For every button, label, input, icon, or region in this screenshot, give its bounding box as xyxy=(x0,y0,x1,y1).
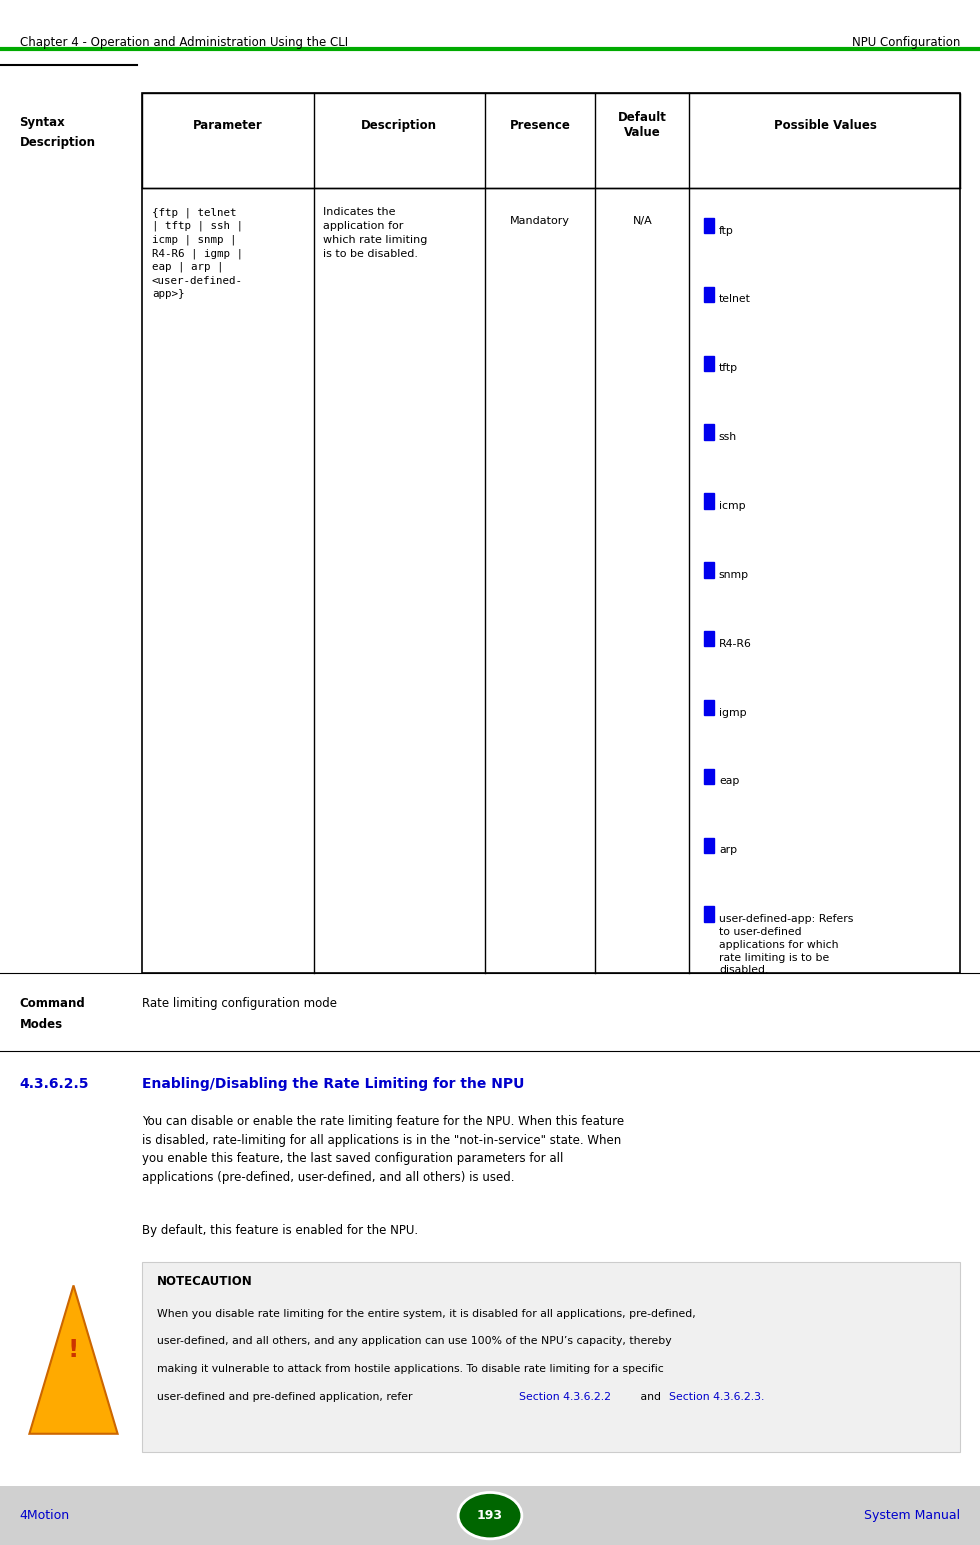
Polygon shape xyxy=(29,1285,118,1434)
Bar xyxy=(705,769,714,785)
Text: By default, this feature is enabled for the NPU.: By default, this feature is enabled for … xyxy=(142,1224,418,1236)
Text: igmp: igmp xyxy=(719,708,747,717)
Bar xyxy=(705,218,714,233)
Text: You can disable or enable the rate limiting feature for the NPU. When this featu: You can disable or enable the rate limit… xyxy=(142,1115,624,1183)
Text: icmp: icmp xyxy=(719,501,746,511)
Text: {ftp | telnet
| tftp | ssh |
icmp | snmp |
R4-R6 | igmp |
eap | arp |
<user-defi: {ftp | telnet | tftp | ssh | icmp | snmp… xyxy=(152,207,243,298)
Bar xyxy=(705,355,714,371)
Text: Presence: Presence xyxy=(510,119,570,131)
Bar xyxy=(142,1262,960,1452)
Text: Description: Description xyxy=(20,136,96,148)
Text: Parameter: Parameter xyxy=(193,119,263,131)
Text: ftp: ftp xyxy=(719,226,734,235)
Text: user-defined and pre-defined application, refer: user-defined and pre-defined application… xyxy=(157,1392,416,1401)
Text: Enabling/Disabling the Rate Limiting for the NPU: Enabling/Disabling the Rate Limiting for… xyxy=(142,1077,524,1091)
Text: user-defined-app: Refers
to user-defined
applications for which
rate limiting is: user-defined-app: Refers to user-defined… xyxy=(719,915,854,975)
Text: Rate limiting configuration mode: Rate limiting configuration mode xyxy=(142,997,337,1009)
Text: Syntax: Syntax xyxy=(20,116,66,128)
Text: eap: eap xyxy=(719,777,739,786)
Text: Modes: Modes xyxy=(20,1018,63,1031)
Bar xyxy=(705,287,714,303)
Bar xyxy=(142,93,960,188)
Text: !: ! xyxy=(68,1338,79,1361)
Text: Mandatory: Mandatory xyxy=(511,216,570,226)
Bar xyxy=(705,493,714,508)
Text: arp: arp xyxy=(719,845,737,856)
Text: ssh: ssh xyxy=(719,433,737,442)
Ellipse shape xyxy=(458,1492,521,1539)
Text: N/A: N/A xyxy=(633,216,653,226)
Text: System Manual: System Manual xyxy=(864,1509,960,1522)
Text: Chapter 4 - Operation and Administration Using the CLI: Chapter 4 - Operation and Administration… xyxy=(20,36,348,48)
Bar xyxy=(705,562,714,578)
Bar xyxy=(705,837,714,853)
Bar xyxy=(142,93,960,973)
Text: Default
Value: Default Value xyxy=(618,111,667,139)
Text: When you disable rate limiting for the entire system, it is disabled for all app: When you disable rate limiting for the e… xyxy=(157,1309,696,1318)
Bar xyxy=(705,907,714,922)
Text: Possible Values: Possible Values xyxy=(773,119,876,131)
Text: 193: 193 xyxy=(477,1509,503,1522)
Text: making it vulnerable to attack from hostile applications. To disable rate limiti: making it vulnerable to attack from host… xyxy=(157,1364,663,1374)
Text: telnet: telnet xyxy=(719,295,751,304)
Text: NOTECAUTION: NOTECAUTION xyxy=(157,1275,253,1287)
Bar xyxy=(705,700,714,715)
Text: NPU Configuration: NPU Configuration xyxy=(852,36,960,48)
Bar xyxy=(705,425,714,440)
Text: Description: Description xyxy=(362,119,437,131)
Text: user-defined, and all others, and any application can use 100% of the NPU’s capa: user-defined, and all others, and any ap… xyxy=(157,1336,671,1346)
Text: 4.3.6.2.5: 4.3.6.2.5 xyxy=(20,1077,89,1091)
Text: tftp: tftp xyxy=(719,363,738,374)
Bar xyxy=(0,1486,980,1545)
Text: Command: Command xyxy=(20,997,85,1009)
Text: 4Motion: 4Motion xyxy=(20,1509,70,1522)
Text: Indicates the
application for
which rate limiting
is to be disabled.: Indicates the application for which rate… xyxy=(323,207,427,260)
Text: R4-R6: R4-R6 xyxy=(719,638,752,649)
Text: Section 4.3.6.2.3.: Section 4.3.6.2.3. xyxy=(669,1392,764,1401)
Text: Section 4.3.6.2.2: Section 4.3.6.2.2 xyxy=(519,1392,612,1401)
Text: snmp: snmp xyxy=(719,570,749,579)
Bar xyxy=(705,630,714,646)
Text: and: and xyxy=(637,1392,664,1401)
